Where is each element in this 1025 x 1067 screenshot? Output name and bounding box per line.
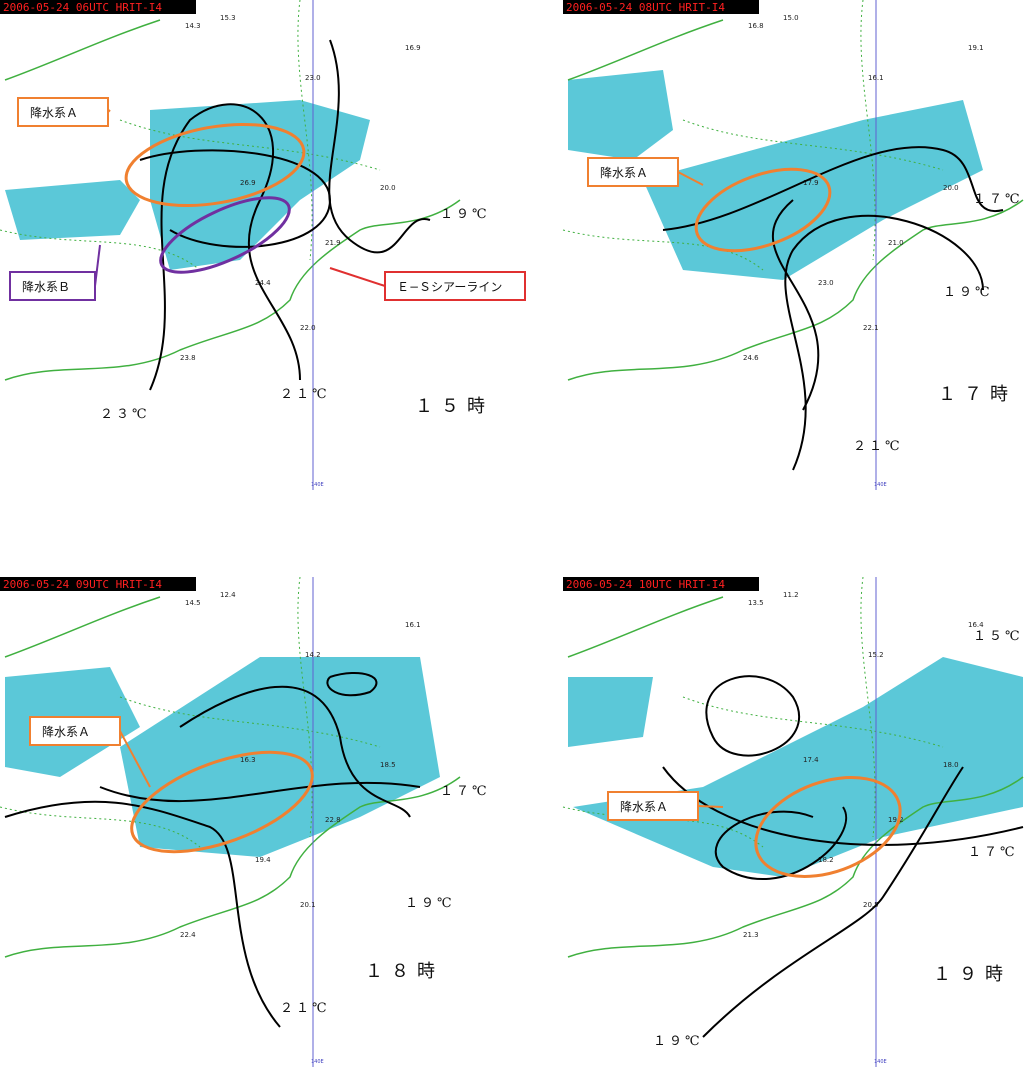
station-value: 18.5 — [380, 761, 396, 769]
isotherm-label: １５℃ — [973, 629, 1023, 644]
station-value: 13.5 — [748, 599, 764, 607]
station-value: 20.0 — [943, 184, 959, 192]
panel: 140E15.314.316.923.026.920.024.421.922.0… — [0, 0, 525, 490]
callout-leader — [698, 806, 723, 807]
radar-echo — [568, 70, 673, 160]
station-value: 16.4 — [968, 621, 984, 629]
station-value: 14.5 — [185, 599, 201, 607]
time-label: １９時 — [933, 964, 1011, 985]
callout-leader — [330, 268, 385, 286]
isotherm — [706, 676, 799, 755]
isotherm-label: １９℃ — [405, 896, 455, 911]
panel: 140E11.213.516.415.217.418.018.219.220.5… — [563, 577, 1023, 1067]
time-label: １５時 — [415, 396, 493, 417]
header: 2006-05-24 09UTC HRIT-I4 — [3, 578, 162, 591]
station-value: 21.3 — [743, 931, 759, 939]
station-value: 22.1 — [863, 324, 879, 332]
station-value: 16.1 — [405, 621, 421, 629]
figure: 140E15.314.316.923.026.920.024.421.922.0… — [0, 0, 1025, 1067]
isotherm-label: ２１℃ — [280, 387, 330, 402]
station-value: 15.0 — [783, 14, 799, 22]
isotherm-label: １９℃ — [653, 1034, 703, 1049]
station-value: 15.2 — [868, 651, 884, 659]
station-value: 16.1 — [868, 74, 884, 82]
station-value: 16.3 — [240, 756, 256, 764]
station-value: 11.2 — [783, 591, 799, 599]
isotherm-label: ２１℃ — [280, 1001, 330, 1016]
callout-label: 降水系Ａ — [30, 106, 78, 120]
radar-echo — [568, 677, 653, 747]
station-value: 18.0 — [943, 761, 959, 769]
isotherm-label: １７℃ — [973, 192, 1023, 207]
station-value: 17.4 — [803, 756, 819, 764]
station-value: 26.9 — [240, 179, 256, 187]
header: 2006-05-24 10UTC HRIT-I4 — [566, 578, 725, 591]
station-value: 21.9 — [325, 239, 341, 247]
isotherm-label: ２３℃ — [100, 407, 150, 422]
station-value: 19.1 — [968, 44, 984, 52]
callout-label: Ｅ−Ｓシアーライン — [397, 280, 502, 294]
station-value: 16.9 — [405, 44, 421, 52]
station-value: 20.1 — [300, 901, 316, 909]
station-value: 15.3 — [220, 14, 236, 22]
radar-echo — [643, 100, 983, 280]
station-value: 22.4 — [180, 931, 196, 939]
station-value: 12.4 — [220, 591, 236, 599]
station-value: 24.6 — [743, 354, 759, 362]
station-value: 20.0 — [380, 184, 396, 192]
meridian-label: 140E — [874, 1059, 887, 1065]
radar-echo — [5, 180, 140, 240]
meridian-label: 140E — [874, 482, 887, 488]
isotherm-label: １９℃ — [440, 207, 490, 222]
station-value: 21.0 — [888, 239, 904, 247]
station-value: 14.2 — [305, 651, 321, 659]
header: 2006-05-24 06UTC HRIT-I4 — [3, 1, 162, 14]
isotherm-label: ２１℃ — [853, 439, 903, 454]
time-label: １７時 — [938, 384, 1016, 405]
callout-label: 降水系Ａ — [42, 725, 90, 739]
station-value: 16.8 — [748, 22, 764, 30]
station-value: 14.3 — [185, 22, 201, 30]
header: 2006-05-24 08UTC HRIT-I4 — [566, 1, 725, 14]
isotherm-label: １７℃ — [968, 845, 1018, 860]
station-value: 23.0 — [305, 74, 321, 82]
isotherm-label: １９℃ — [943, 285, 993, 300]
panel: 140E15.016.819.116.117.920.023.021.022.1… — [563, 0, 1023, 490]
meridian-label: 140E — [311, 1059, 324, 1065]
callout-label: 降水系Ｂ — [22, 280, 70, 294]
station-value: 19.4 — [255, 856, 271, 864]
meridian-label: 140E — [311, 482, 324, 488]
station-value: 23.8 — [180, 354, 196, 362]
station-value: 22.0 — [300, 324, 316, 332]
callout-label: 降水系Ａ — [620, 800, 668, 814]
time-label: １８時 — [365, 961, 443, 982]
isotherm-label: １７℃ — [440, 784, 490, 799]
station-value: 22.8 — [325, 816, 341, 824]
panel: 140E 12.4 14.5 16.1 14.2 16.3 18.5 19.4 22.8 20.1… — [0, 577, 490, 1067]
callout-label: 降水系Ａ — [600, 166, 648, 180]
station-value: 23.0 — [818, 279, 834, 287]
